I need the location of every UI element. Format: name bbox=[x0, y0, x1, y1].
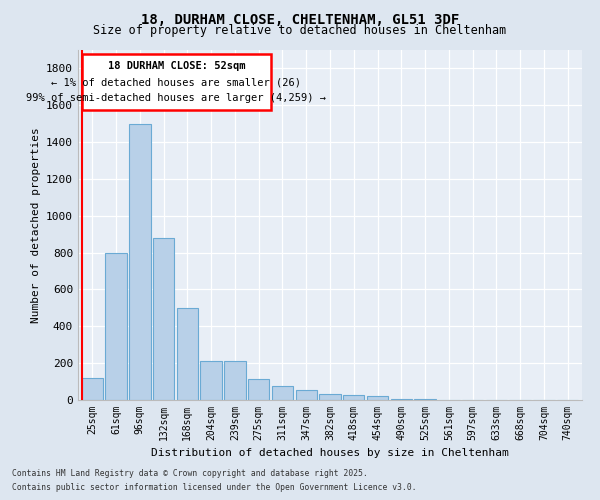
Text: Contains public sector information licensed under the Open Government Licence v3: Contains public sector information licen… bbox=[12, 484, 416, 492]
Text: 18, DURHAM CLOSE, CHELTENHAM, GL51 3DF: 18, DURHAM CLOSE, CHELTENHAM, GL51 3DF bbox=[141, 12, 459, 26]
Bar bbox=[415, 399, 436, 400]
Text: ← 1% of detached houses are smaller (26): ← 1% of detached houses are smaller (26) bbox=[52, 78, 301, 88]
Bar bbox=[200, 362, 222, 400]
Bar bbox=[272, 386, 293, 400]
Bar bbox=[153, 238, 174, 400]
Bar bbox=[176, 308, 198, 400]
Bar bbox=[319, 394, 341, 400]
Text: 99% of semi-detached houses are larger (4,259) →: 99% of semi-detached houses are larger (… bbox=[26, 94, 326, 104]
Text: Distribution of detached houses by size in Cheltenham: Distribution of detached houses by size … bbox=[151, 448, 509, 458]
Y-axis label: Number of detached properties: Number of detached properties bbox=[31, 127, 41, 323]
Bar bbox=[296, 390, 317, 400]
Bar bbox=[129, 124, 151, 400]
Bar bbox=[248, 379, 269, 400]
Text: Size of property relative to detached houses in Cheltenham: Size of property relative to detached ho… bbox=[94, 24, 506, 37]
FancyBboxPatch shape bbox=[82, 54, 271, 110]
Bar bbox=[224, 362, 245, 400]
Text: Contains HM Land Registry data © Crown copyright and database right 2025.: Contains HM Land Registry data © Crown c… bbox=[12, 468, 368, 477]
Bar bbox=[343, 396, 364, 400]
Bar bbox=[391, 399, 412, 400]
Bar bbox=[367, 396, 388, 400]
Bar bbox=[106, 252, 127, 400]
Bar bbox=[82, 378, 103, 400]
Text: 18 DURHAM CLOSE: 52sqm: 18 DURHAM CLOSE: 52sqm bbox=[107, 61, 245, 71]
